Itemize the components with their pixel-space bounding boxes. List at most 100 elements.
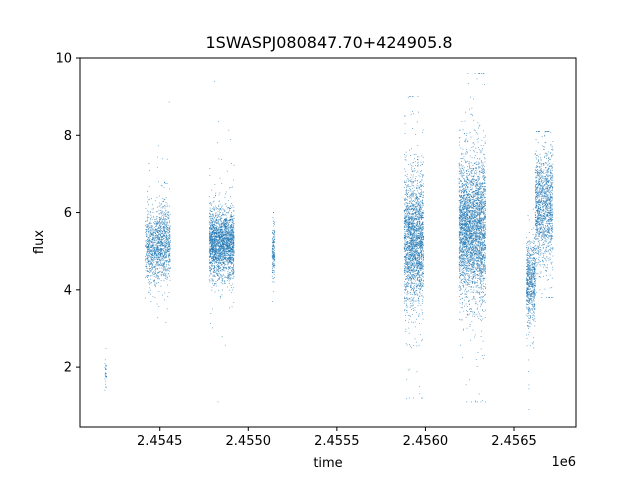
data-point [233, 223, 235, 225]
data-point [225, 229, 226, 231]
data-point [212, 256, 213, 257]
data-point [106, 375, 107, 377]
data-point [224, 218, 226, 220]
data-point [209, 248, 211, 250]
data-point [220, 262, 221, 263]
data-point [412, 237, 414, 239]
data-point [166, 277, 168, 279]
data-point [419, 222, 421, 224]
data-point [215, 256, 217, 257]
data-point [145, 240, 147, 242]
data-point [157, 275, 159, 277]
data-point [417, 255, 418, 257]
data-point [224, 219, 226, 221]
data-point [212, 242, 213, 244]
data-point [273, 270, 275, 272]
data-point [217, 217, 219, 218]
data-point [160, 234, 161, 236]
data-point [221, 280, 223, 282]
data-point [215, 238, 217, 239]
data-point [273, 253, 275, 254]
data-point [414, 239, 416, 241]
data-point [216, 232, 218, 234]
data-point [274, 256, 275, 258]
data-point [168, 233, 170, 235]
data-point [227, 262, 229, 264]
data-point [408, 270, 409, 272]
data-point [413, 344, 415, 346]
data-point [212, 216, 214, 218]
data-point [150, 250, 152, 252]
data-point [214, 235, 216, 237]
data-point [225, 247, 227, 249]
data-point [220, 264, 222, 265]
data-point [404, 250, 406, 252]
data-point [232, 272, 234, 274]
data-point [407, 270, 408, 272]
data-point [228, 228, 230, 230]
data-point [274, 259, 276, 260]
data-point [418, 300, 420, 302]
data-point [416, 300, 418, 302]
data-point [405, 190, 407, 191]
data-point [162, 266, 164, 268]
data-point [145, 244, 147, 246]
data-point [411, 233, 413, 235]
data-point [151, 230, 153, 231]
data-point [217, 242, 219, 243]
data-point [217, 237, 219, 239]
data-point [211, 243, 213, 244]
data-point [147, 257, 149, 259]
data-point [213, 236, 215, 237]
data-point [230, 285, 232, 286]
data-point [220, 249, 222, 251]
data-point [212, 247, 214, 249]
data-point [169, 205, 170, 207]
data-point [154, 273, 155, 275]
data-point [214, 230, 216, 231]
data-point [229, 271, 231, 273]
data-point [410, 227, 412, 229]
data-point [163, 218, 165, 220]
data-point [153, 229, 154, 231]
data-point [165, 227, 167, 229]
data-point [151, 234, 153, 236]
data-point [211, 220, 213, 221]
data-point [406, 254, 408, 255]
data-point [212, 265, 214, 267]
data-point [408, 233, 410, 235]
data-point [210, 235, 212, 236]
data-point [232, 222, 233, 224]
data-point [227, 272, 229, 274]
data-point [165, 257, 167, 259]
data-point [211, 241, 213, 243]
data-point [405, 259, 407, 261]
data-point [406, 263, 408, 264]
data-point [232, 254, 234, 256]
data-point [145, 263, 147, 265]
data-point [209, 270, 211, 271]
data-point [232, 244, 234, 246]
data-point [210, 271, 211, 273]
data-point [216, 259, 218, 261]
data-point [213, 224, 215, 226]
data-point [214, 233, 216, 235]
data-point [422, 397, 424, 399]
data-point [225, 245, 227, 247]
data-point [421, 238, 422, 240]
data-point [167, 295, 169, 297]
data-point [409, 254, 411, 255]
data-point [417, 265, 419, 267]
data-point [412, 254, 414, 256]
data-point [227, 225, 228, 226]
data-point [211, 252, 213, 253]
data-point [231, 248, 232, 250]
data-point [407, 224, 408, 226]
data-point [225, 234, 227, 236]
data-point [229, 226, 231, 228]
data-point [405, 331, 407, 332]
data-point [158, 221, 160, 222]
data-point [158, 265, 160, 266]
data-point [404, 211, 405, 213]
data-point [226, 248, 228, 249]
